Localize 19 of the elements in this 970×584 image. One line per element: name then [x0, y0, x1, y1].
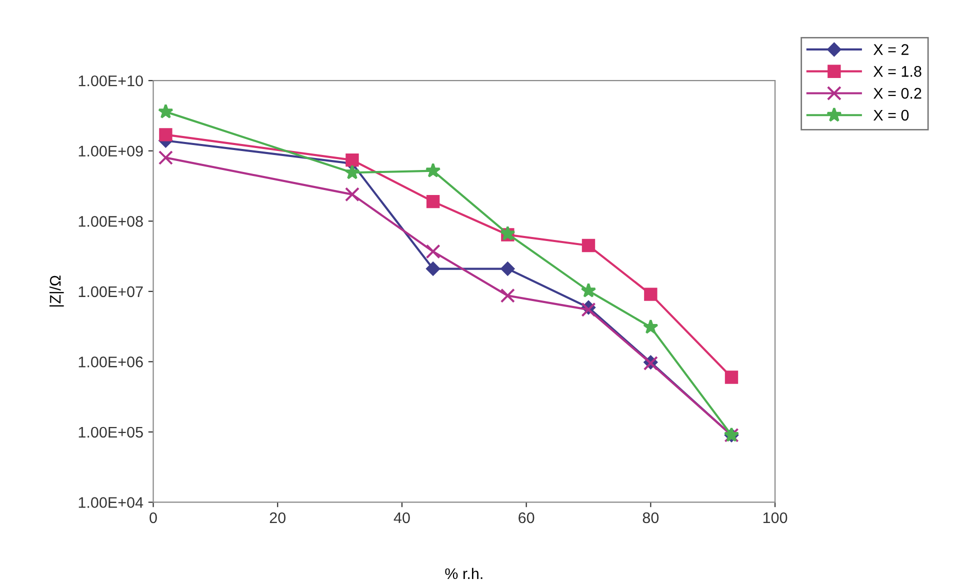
x-axis-title: % r.h. — [445, 568, 482, 580]
legend-label: X = 0 — [873, 110, 909, 121]
y-tick-label: 1.00E+04 — [78, 497, 144, 508]
y-tick-label: 1.00E+07 — [78, 286, 143, 298]
legend-label: X = 0.2 — [873, 88, 922, 99]
y-tick-label: 1.00E+06 — [78, 356, 143, 368]
x-tick-label: 40 — [394, 512, 410, 524]
x-tick-label: 100 — [763, 512, 788, 524]
y-tick-label: 1.00E+05 — [78, 426, 143, 438]
legend-label: X = 2 — [873, 44, 908, 55]
y-axis-title: |Z|/Ω — [50, 276, 64, 307]
x-tick-label: 80 — [642, 512, 659, 524]
y-tick-label: 1.00E+09 — [78, 146, 143, 157]
legend-label: X = 1.8 — [873, 66, 922, 77]
x-tick-label: 20 — [270, 512, 286, 524]
x-tick-label: 60 — [518, 512, 534, 524]
x-tick-label: 0 — [150, 512, 157, 524]
y-tick-label: 1.00E+10 — [78, 75, 143, 86]
y-tick-label: 1.00E+08 — [78, 216, 143, 227]
